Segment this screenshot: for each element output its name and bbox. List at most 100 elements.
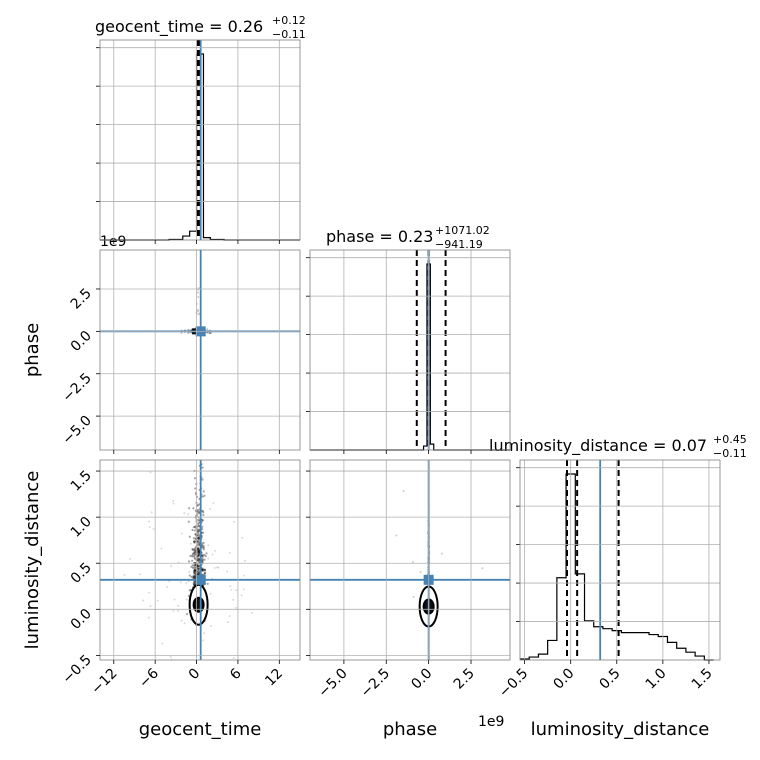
sample-point — [198, 552, 201, 555]
sample-point — [193, 554, 196, 558]
sample-point — [197, 541, 200, 544]
sample-point — [197, 567, 200, 571]
sample-point — [201, 568, 205, 571]
sample-point — [202, 546, 206, 549]
sample-point — [196, 550, 199, 553]
sample-point — [203, 553, 206, 556]
panel-phase-luminosity_distance-frame — [309, 459, 511, 661]
sample-point — [204, 555, 207, 558]
sample-point — [193, 540, 196, 543]
sample-point — [165, 696, 167, 698]
sample-point — [196, 540, 199, 543]
sample-point — [192, 526, 195, 529]
sample-point — [193, 569, 196, 572]
sample-point — [191, 559, 194, 562]
sample-point — [193, 566, 196, 569]
title-luminosity-distance-eq: = — [648, 436, 672, 455]
sample-point — [196, 508, 199, 512]
sample-point — [193, 581, 196, 585]
sample-point — [207, 544, 210, 547]
sample-point — [193, 556, 196, 559]
sample-point — [242, 588, 245, 591]
sample-point — [194, 567, 197, 570]
sample-point — [409, 665, 411, 667]
ytick-label-phase: −5.0 — [59, 413, 94, 448]
hist-geocent_time-frame — [99, 39, 301, 241]
sample-point — [197, 572, 200, 575]
histogram-phase — [310, 263, 510, 451]
title-phase-median: 0.23 — [398, 227, 434, 246]
sample-point — [203, 572, 206, 575]
sample-point — [193, 529, 197, 532]
sample-point — [193, 582, 197, 585]
sample-point — [193, 571, 196, 574]
sample-point — [161, 642, 164, 645]
sample-point — [196, 504, 199, 507]
sample-point — [193, 540, 196, 543]
sample-point — [201, 555, 205, 558]
sample-point — [197, 571, 201, 575]
sample-point — [166, 585, 169, 588]
sample-point — [197, 564, 200, 568]
sample-point — [202, 544, 205, 547]
sample-point — [197, 549, 201, 552]
sample-point — [196, 528, 200, 531]
sample-point — [197, 568, 200, 571]
sample-point — [192, 548, 196, 551]
sample-point — [197, 551, 200, 554]
sample-point — [193, 564, 196, 567]
sample-point — [188, 571, 191, 574]
sample-point — [187, 332, 190, 335]
xlabel-geocent-time: geocent_time — [139, 719, 262, 740]
sample-point — [193, 575, 196, 578]
title-geocent-time-minus: −0.11 — [272, 28, 306, 41]
sample-point — [202, 541, 205, 544]
ytick-label-phase: 2.5 — [68, 285, 95, 312]
sample-point — [201, 527, 204, 531]
xtick-label-luminosity_distance: 1.0 — [643, 666, 670, 693]
title-luminosity-distance-plus: +0.45 — [713, 433, 747, 446]
sample-point — [197, 552, 200, 555]
hist-luminosity_distance-frame — [519, 459, 721, 661]
sample-point — [196, 510, 199, 513]
sample-point — [196, 570, 199, 573]
sample-point — [202, 639, 205, 642]
sample-point — [197, 309, 200, 312]
sample-point — [198, 549, 201, 552]
xtick-label-luminosity_distance: 1.5 — [689, 666, 716, 693]
sample-point — [191, 554, 194, 557]
hist-phase-frame — [309, 249, 511, 451]
sample-point — [197, 524, 200, 528]
sample-point — [193, 332, 196, 335]
xtick-label-phase: −2.5 — [358, 666, 393, 701]
sample-point — [206, 582, 209, 585]
sample-point — [196, 571, 199, 574]
sample-point — [193, 549, 196, 552]
sample-point — [201, 559, 205, 562]
sample-point — [197, 532, 200, 535]
title-phase-eq: = — [374, 227, 398, 246]
sample-point — [152, 527, 155, 530]
sample-point — [198, 551, 201, 554]
sample-point — [177, 604, 180, 607]
sample-point — [240, 594, 243, 597]
sample-point — [173, 598, 176, 601]
sample-point — [196, 522, 200, 526]
sample-point — [197, 550, 200, 553]
sample-point — [193, 557, 197, 560]
ytick-label-phase: 0.0 — [68, 328, 95, 355]
sample-point — [198, 551, 201, 554]
sample-point — [192, 569, 196, 572]
ytick-label-luminosity_distance: 1.0 — [68, 514, 95, 541]
sample-point — [213, 566, 216, 569]
sample-point — [188, 574, 191, 577]
sample-point — [201, 553, 204, 557]
ytick-label-phase: −2.5 — [59, 370, 94, 405]
sample-point — [159, 715, 161, 717]
sample-point — [194, 526, 197, 529]
sample-point — [202, 548, 205, 551]
sample-point — [229, 585, 232, 588]
sample-point — [197, 554, 200, 557]
sample-point — [192, 576, 196, 579]
